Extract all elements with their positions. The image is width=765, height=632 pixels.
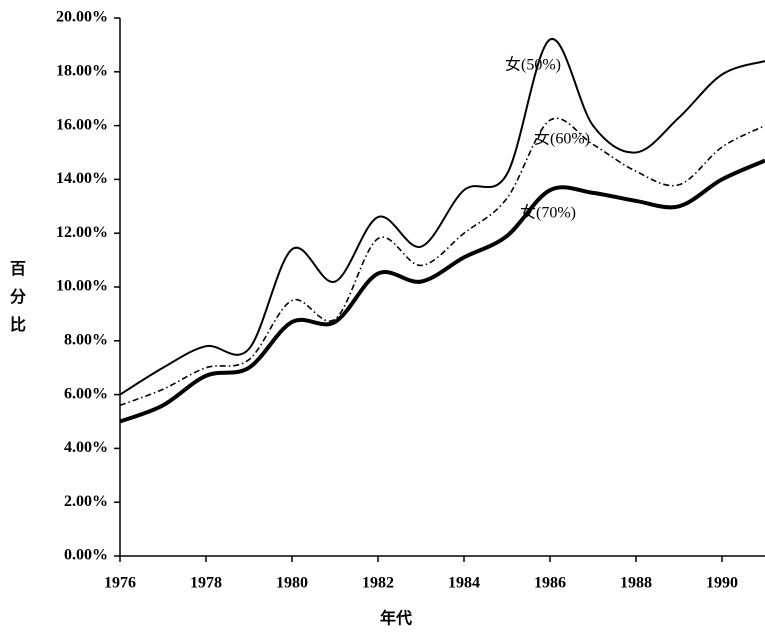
x-tick-label: 1978 <box>190 575 222 592</box>
y-axis-label: 百分比 <box>10 260 26 334</box>
x-tick-label: 1982 <box>362 575 394 592</box>
y-tick-label: 6.00% <box>64 385 108 402</box>
data-line <box>119 158 765 424</box>
legend-label: 女(50%) <box>505 55 561 74</box>
legend-label: 女(70%) <box>520 203 576 222</box>
x-axis-label: 年代 <box>380 609 412 628</box>
x-tick-label: 1990 <box>706 575 738 592</box>
data-line <box>119 38 765 396</box>
y-tick-label: 2.00% <box>64 493 108 510</box>
legend-label: 女(60%) <box>534 129 590 148</box>
y-tick-label: 10.00% <box>56 278 108 295</box>
x-tick-label: 1976 <box>104 575 136 592</box>
y-tick-label: 14.00% <box>56 170 108 187</box>
x-tick-label: 1988 <box>620 575 652 592</box>
y-tick-label: 0.00% <box>64 547 108 564</box>
y-tick-label: 20.00% <box>56 9 108 26</box>
y-tick-label: 4.00% <box>64 439 108 456</box>
x-tick-label: 1984 <box>448 575 480 592</box>
y-tick-label: 18.00% <box>56 62 108 79</box>
y-tick-label: 16.00% <box>56 116 108 133</box>
x-tick-label: 1986 <box>534 575 566 592</box>
data-line <box>119 117 765 407</box>
x-tick-label: 1980 <box>276 575 308 592</box>
y-tick-label: 12.00% <box>56 224 108 241</box>
y-tick-label: 8.00% <box>64 331 108 348</box>
